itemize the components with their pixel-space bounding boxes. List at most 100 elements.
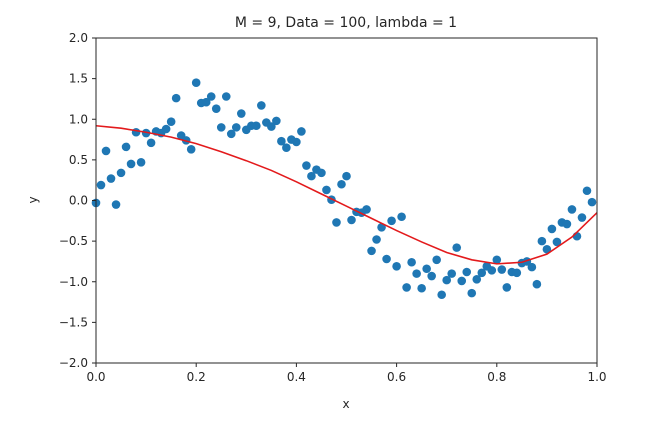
data-point	[387, 216, 396, 226]
data-point	[422, 264, 431, 274]
data-point	[307, 171, 316, 181]
data-point	[587, 197, 597, 207]
data-point	[432, 255, 441, 265]
x-tick-label: 0.6	[387, 370, 406, 384]
data-point	[106, 174, 116, 183]
fit-curve	[95, 124, 598, 265]
data-point	[267, 122, 276, 131]
data-point	[191, 78, 201, 87]
data-point	[96, 180, 106, 190]
data-point	[171, 93, 181, 103]
data-point	[201, 97, 211, 107]
data-point	[442, 275, 452, 285]
data-point	[467, 288, 477, 298]
y-tick-label: 1.0	[69, 112, 88, 126]
data-point	[131, 127, 141, 137]
data-point	[567, 205, 577, 214]
data-point	[297, 127, 306, 136]
y-tick-label: 1.5	[69, 72, 88, 86]
y-tick-label: 2.0	[69, 31, 88, 45]
data-point	[216, 123, 226, 132]
data-point	[146, 138, 156, 148]
data-point	[342, 171, 351, 181]
y-tick-label: −1.5	[59, 315, 88, 329]
x-tick-label: 0.8	[487, 370, 506, 384]
data-point	[487, 266, 497, 275]
data-point	[277, 136, 286, 146]
x-tick-label: 1.0	[587, 370, 606, 384]
data-point	[537, 236, 547, 246]
y-axis-label: y	[26, 196, 40, 203]
data-point	[532, 279, 542, 289]
data-point	[252, 121, 261, 131]
data-point	[231, 123, 241, 132]
plot-area	[91, 78, 598, 300]
data-point	[121, 142, 131, 152]
data-point	[322, 185, 331, 195]
data-point	[417, 283, 426, 293]
data-point	[111, 200, 121, 209]
data-point	[382, 254, 391, 264]
data-point	[447, 269, 457, 278]
data-point	[272, 116, 281, 126]
data-point	[477, 268, 487, 278]
data-point	[577, 213, 587, 222]
data-point	[211, 104, 221, 113]
x-tick-label: 0.0	[86, 370, 105, 384]
x-tick-label: 0.2	[187, 370, 206, 384]
data-point	[412, 269, 421, 278]
axes-frame	[95, 37, 598, 364]
data-point	[582, 186, 592, 196]
data-point	[292, 137, 301, 147]
data-point	[116, 168, 126, 178]
data-point	[497, 265, 507, 274]
y-tick-label: −2.0	[59, 356, 88, 370]
data-point	[136, 158, 146, 167]
y-tick-label: −0.5	[59, 234, 88, 248]
data-point	[332, 218, 341, 227]
data-point	[462, 267, 472, 277]
data-point	[362, 205, 371, 214]
data-point	[126, 159, 136, 169]
data-point	[347, 215, 356, 225]
data-point	[236, 109, 246, 118]
data-point	[226, 129, 236, 139]
data-point	[282, 143, 291, 152]
data-point	[427, 271, 436, 281]
y-tick-label: −1.0	[59, 275, 88, 289]
data-point	[367, 246, 376, 256]
data-point	[402, 283, 411, 292]
chart-title: M = 9, Data = 100, lambda = 1	[235, 15, 457, 31]
data-point	[302, 161, 311, 170]
data-point	[472, 275, 482, 284]
data-point	[407, 257, 416, 267]
axis-ticks: 0.0 0.2 0.4 0.6 0.8 1.0 2.0 1.5 1.0 0.5 0.0 −0.5 −1.…	[59, 31, 607, 384]
data-point	[206, 92, 216, 101]
data-point	[257, 101, 266, 110]
data-point	[502, 283, 512, 292]
x-tick-label: 0.4	[287, 370, 306, 384]
data-point	[552, 237, 562, 247]
data-point	[512, 268, 522, 278]
data-point	[101, 146, 111, 156]
data-point	[542, 244, 552, 254]
data-point	[166, 117, 176, 126]
data-point	[452, 243, 462, 252]
data-point	[372, 235, 381, 244]
data-point	[397, 212, 406, 222]
data-point	[161, 124, 171, 134]
data-point	[186, 145, 196, 154]
data-point	[437, 290, 446, 300]
data-point	[221, 92, 231, 101]
data-point	[337, 179, 346, 189]
data-point	[562, 219, 572, 229]
data-point	[392, 262, 401, 271]
data-point	[547, 224, 557, 234]
data-point	[317, 168, 326, 178]
y-tick-label: 0.0	[69, 194, 88, 208]
data-point	[527, 262, 537, 272]
y-tick-label: 0.5	[69, 153, 88, 167]
x-axis-label: x	[342, 397, 349, 411]
data-point	[457, 276, 467, 286]
